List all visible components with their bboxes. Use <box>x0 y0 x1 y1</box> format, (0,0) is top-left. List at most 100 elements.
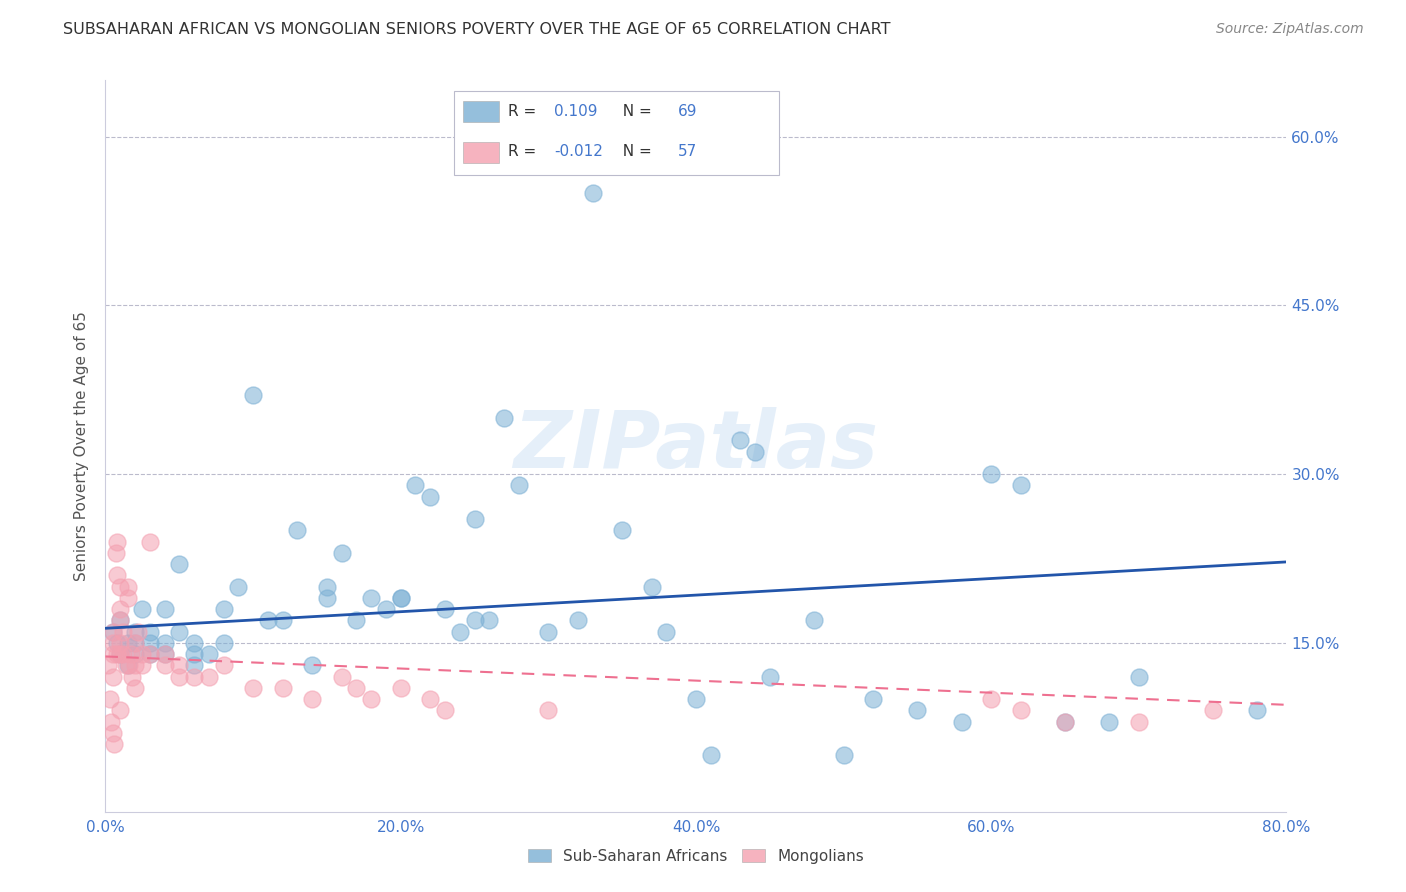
Text: 69: 69 <box>678 104 697 120</box>
FancyBboxPatch shape <box>454 91 779 176</box>
Point <box>183 670 205 684</box>
Point <box>346 614 368 628</box>
Y-axis label: Seniors Poverty Over the Age of 65: Seniors Poverty Over the Age of 65 <box>75 311 90 581</box>
Point <box>803 614 825 628</box>
Text: Source: ZipAtlas.com: Source: ZipAtlas.com <box>1216 22 1364 37</box>
Point <box>212 658 235 673</box>
Point <box>1098 714 1121 729</box>
Point <box>138 624 162 639</box>
Point <box>112 624 135 639</box>
Point <box>980 467 1002 482</box>
Point <box>197 647 219 661</box>
Point <box>271 681 294 695</box>
Point <box>405 478 427 492</box>
Point <box>121 670 143 684</box>
Point <box>153 658 176 673</box>
Point <box>110 636 132 650</box>
Point <box>110 614 132 628</box>
Point <box>103 737 125 751</box>
Point <box>101 624 124 639</box>
Point <box>153 647 176 661</box>
Point <box>744 444 766 458</box>
Point <box>301 692 323 706</box>
Point <box>197 670 219 684</box>
Point <box>138 647 162 661</box>
Point <box>730 434 752 448</box>
Point <box>907 703 929 717</box>
Point <box>169 624 191 639</box>
Point <box>105 647 128 661</box>
Point <box>97 658 120 673</box>
Point <box>537 624 560 639</box>
Point <box>110 602 132 616</box>
Point <box>101 636 124 650</box>
Point <box>1201 703 1223 717</box>
Text: ZIPatlas: ZIPatlas <box>513 407 879 485</box>
Point <box>1054 714 1077 729</box>
Point <box>389 591 412 605</box>
Point <box>315 591 337 605</box>
Point <box>389 681 412 695</box>
Point <box>257 614 280 628</box>
Point <box>389 591 412 605</box>
Point <box>330 546 353 560</box>
Point <box>105 568 128 582</box>
Point <box>127 624 149 639</box>
Point <box>112 647 135 661</box>
Point <box>138 647 162 661</box>
Legend: Sub-Saharan Africans, Mongolians: Sub-Saharan Africans, Mongolians <box>522 843 870 870</box>
Point <box>117 580 139 594</box>
Point <box>124 636 146 650</box>
Point <box>169 658 191 673</box>
Point <box>433 703 456 717</box>
Point <box>464 614 486 628</box>
Point <box>183 647 205 661</box>
Point <box>131 658 153 673</box>
Point <box>492 410 515 425</box>
Point <box>242 681 264 695</box>
Point <box>131 602 153 616</box>
Point <box>419 692 441 706</box>
Point <box>1246 703 1268 717</box>
Point <box>1054 714 1077 729</box>
Point <box>419 490 441 504</box>
Point <box>110 647 132 661</box>
Point <box>110 580 132 594</box>
Point <box>980 692 1002 706</box>
Point <box>699 748 723 763</box>
Point <box>118 658 141 673</box>
Point <box>183 658 205 673</box>
Point <box>212 602 235 616</box>
Point <box>641 580 664 594</box>
Point <box>110 703 132 717</box>
Point <box>117 636 139 650</box>
Point <box>508 478 530 492</box>
FancyBboxPatch shape <box>464 143 499 163</box>
Point <box>759 670 782 684</box>
Point <box>360 591 382 605</box>
Point <box>212 636 235 650</box>
Point <box>610 524 633 538</box>
Point <box>478 614 501 628</box>
Point <box>110 614 132 628</box>
Point <box>1128 714 1150 729</box>
Point <box>124 636 146 650</box>
Point <box>131 647 153 661</box>
Point <box>105 534 128 549</box>
Point <box>950 714 973 729</box>
Point <box>287 524 309 538</box>
Point <box>101 726 124 740</box>
Point <box>862 692 884 706</box>
Point <box>301 658 323 673</box>
Point <box>433 602 456 616</box>
Point <box>1128 670 1150 684</box>
Point <box>153 647 176 661</box>
Point <box>117 591 139 605</box>
Point <box>567 614 589 628</box>
Point <box>100 714 122 729</box>
Point <box>138 534 162 549</box>
Point <box>101 647 124 661</box>
Text: 57: 57 <box>678 145 697 160</box>
Point <box>105 636 128 650</box>
Point <box>115 658 138 673</box>
